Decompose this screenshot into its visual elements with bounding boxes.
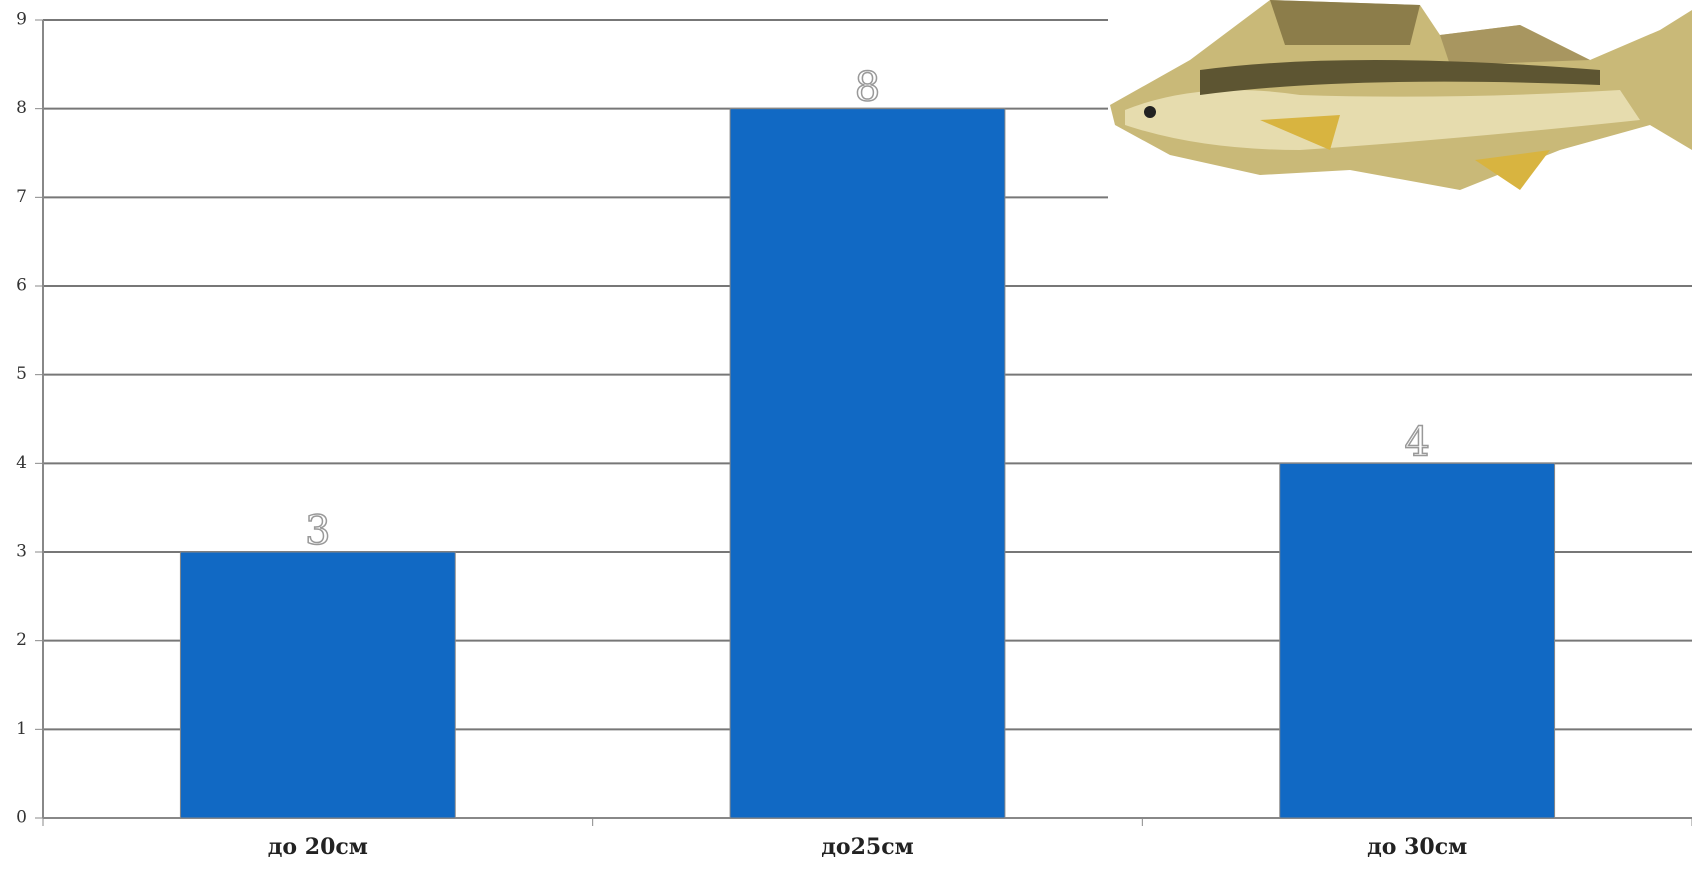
y-tick-label: 3 [16, 542, 27, 562]
x-tick-label: до25см [821, 834, 913, 860]
bar [1279, 462, 1556, 819]
x-tick-label: до 20см [268, 834, 368, 860]
bar [729, 108, 1006, 819]
y-tick-label: 7 [16, 187, 27, 207]
y-tick-label: 0 [16, 808, 27, 828]
y-tick-label: 9 [16, 10, 27, 30]
x-tick-label: до 30см [1367, 834, 1467, 860]
y-tick-label: 5 [16, 364, 27, 384]
y-tick-label: 6 [16, 276, 27, 296]
y-tick-label: 4 [16, 453, 27, 473]
value-label: 4 [1404, 419, 1429, 465]
value-label: 3 [305, 508, 330, 554]
value-label: 8 [855, 65, 880, 111]
y-tick-label: 1 [16, 719, 27, 739]
bar [179, 551, 456, 819]
y-tick-label: 2 [16, 630, 27, 650]
fish-image [1108, 0, 1692, 212]
y-tick-label: 8 [16, 98, 27, 118]
